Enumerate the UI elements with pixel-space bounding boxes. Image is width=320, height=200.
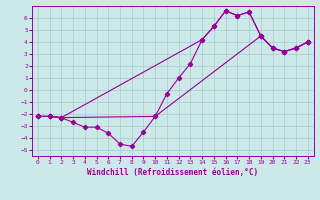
X-axis label: Windchill (Refroidissement éolien,°C): Windchill (Refroidissement éolien,°C) — [87, 168, 258, 177]
